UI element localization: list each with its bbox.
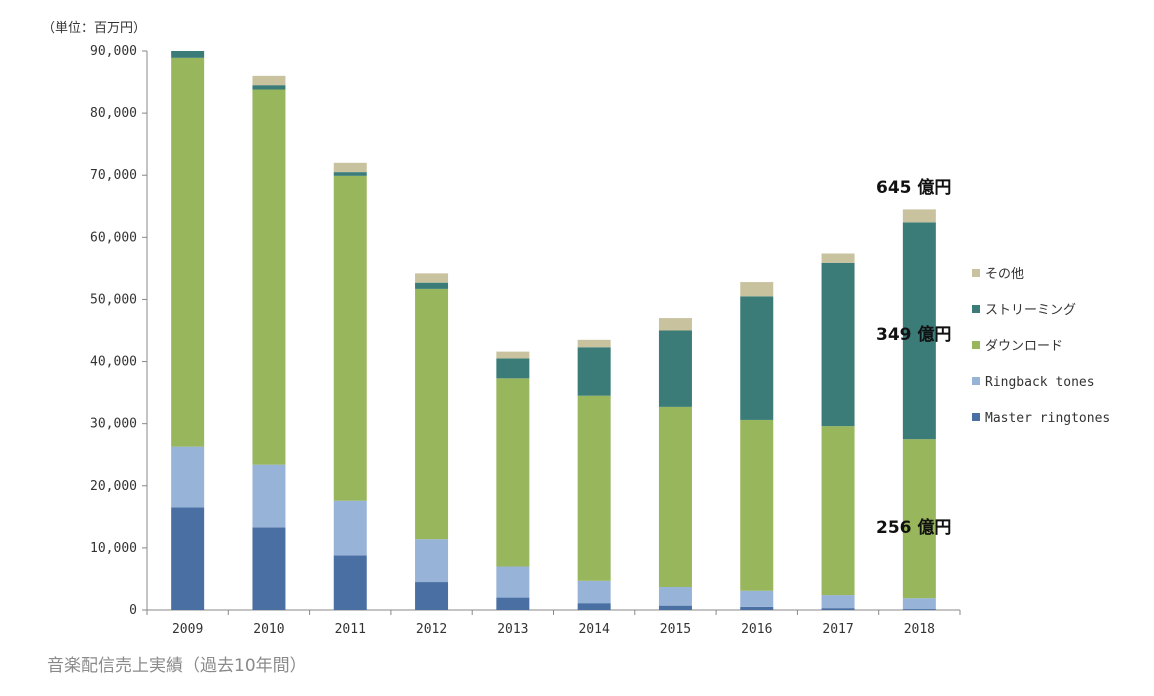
bar-segment: [740, 590, 774, 607]
x-tick-label: 2018: [904, 622, 935, 637]
bar-segment: [415, 288, 449, 540]
y-tick-label: 70,000: [90, 168, 137, 183]
bar-segment: [496, 566, 530, 598]
bar-segment: [415, 539, 449, 583]
legend-label: Master ringtones: [985, 411, 1110, 426]
y-tick-label: 50,000: [90, 292, 137, 307]
bar-segment: [658, 587, 692, 606]
bar-segment: [577, 603, 611, 610]
bar-segment: [415, 282, 449, 289]
y-tick-label: 90,000: [90, 44, 137, 59]
annotation-total: 645 億円: [876, 177, 951, 198]
bar-segment: [171, 51, 205, 58]
y-tick-label: 80,000: [90, 106, 137, 121]
x-tick-label: 2013: [497, 622, 528, 637]
bar-segment: [171, 57, 205, 447]
y-tick-label: 60,000: [90, 230, 137, 245]
x-tick-label: 2014: [578, 622, 609, 637]
y-tick-label: 0: [129, 603, 137, 618]
annotation-streaming: 349 億円: [876, 324, 951, 345]
unit-label: （単位：百万円）: [42, 20, 146, 36]
legend-label: その他: [985, 267, 1024, 282]
x-tick-label: 2011: [335, 622, 366, 637]
bar-segment: [333, 172, 367, 176]
bar-segment: [252, 85, 286, 90]
bar-segment: [415, 582, 449, 610]
y-axis: 0 10,000 20,000 30,000 40,000 50,000 60,000 70,…: [90, 44, 148, 618]
bar-segment: [171, 446, 205, 508]
annotation-download: 256 億円: [876, 517, 951, 538]
bar-segment: [821, 608, 855, 610]
x-tick-label: 2017: [822, 622, 853, 637]
bars: [171, 51, 936, 610]
chart-caption: 音楽配信売上実績（過去10年間）: [47, 656, 307, 676]
bar-segment: [252, 464, 286, 528]
bar-segment: [658, 406, 692, 588]
bar-segment: [333, 500, 367, 556]
legend-swatch: [972, 413, 980, 421]
bar-segment: [902, 598, 936, 610]
bar-segment: [821, 262, 855, 427]
bar-segment: [577, 580, 611, 604]
bar-segment: [252, 75, 286, 86]
bar-segment: [821, 595, 855, 609]
legend-swatch: [972, 377, 980, 385]
bar-segment: [658, 605, 692, 610]
bar-segment: [740, 419, 774, 591]
legend-swatch: [972, 305, 980, 313]
y-tick-label: 30,000: [90, 417, 137, 432]
y-tick-label: 10,000: [90, 541, 137, 556]
bar-segment: [740, 606, 774, 610]
bar-segment: [902, 209, 936, 223]
bar-segment: [902, 222, 936, 440]
bar-segment: [658, 318, 692, 331]
bar-segment: [496, 378, 530, 567]
x-tick-label: 2010: [253, 622, 284, 637]
bar-segment: [333, 555, 367, 610]
legend-label: ダウンロード: [985, 339, 1063, 354]
bar-segment: [577, 339, 611, 348]
bar-segment: [821, 426, 855, 596]
legend-swatch: [972, 269, 980, 277]
y-tick-label: 40,000: [90, 355, 137, 370]
bar-segment: [740, 282, 774, 297]
bar-segment: [821, 253, 855, 263]
bar-segment: [658, 330, 692, 407]
bar-segment: [496, 351, 530, 359]
x-tick-label: 2009: [172, 622, 203, 637]
x-tick-label: 2012: [416, 622, 447, 637]
legend-swatch: [972, 341, 980, 349]
bar-segment: [496, 358, 530, 379]
bar-segment: [333, 162, 367, 173]
bar-segment: [496, 597, 530, 610]
x-axis: 2009 2010 2011 2012 2013 2014 2015 2016 2017 2018: [146, 609, 961, 637]
bar-segment: [902, 609, 936, 610]
x-tick-label: 2015: [660, 622, 691, 637]
legend-label: ストリーミング: [985, 303, 1076, 318]
bar-segment: [577, 347, 611, 396]
bar-segment: [740, 296, 774, 420]
bar-segment: [902, 439, 936, 599]
bar-segment: [577, 395, 611, 581]
bar-segment: [171, 507, 205, 610]
bar-segment: [252, 527, 286, 610]
bar-segment: [415, 273, 449, 283]
bar-segment: [333, 175, 367, 501]
legend-label: Ringback tones: [985, 375, 1095, 390]
x-tick-label: 2016: [741, 622, 772, 637]
bar-segment: [252, 89, 286, 465]
y-tick-label: 20,000: [90, 479, 137, 494]
